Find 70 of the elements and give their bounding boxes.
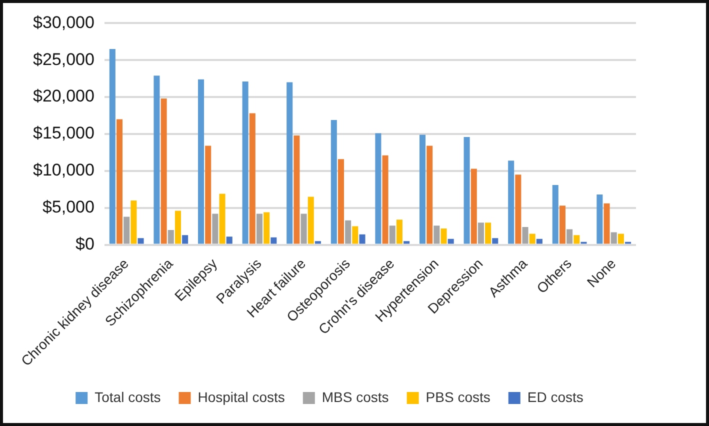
legend-label: Hospital costs [198, 388, 285, 405]
bar [529, 234, 536, 244]
bar [226, 236, 232, 244]
bar [300, 214, 307, 244]
bar [470, 168, 477, 244]
bar [464, 136, 470, 244]
bar [536, 238, 542, 244]
bar [130, 200, 137, 244]
bar [478, 222, 484, 244]
bar [345, 220, 352, 244]
bar [396, 220, 402, 244]
y-tick-label: $15,000 [33, 124, 94, 143]
bar [270, 237, 277, 244]
bar [256, 214, 262, 244]
bar [264, 212, 270, 244]
bar [574, 235, 580, 244]
bar [515, 174, 522, 244]
bar [375, 133, 382, 244]
legend-label: MBS costs [322, 388, 389, 405]
bar [205, 146, 212, 244]
bar [485, 222, 492, 244]
bar [419, 134, 426, 244]
bar [168, 230, 174, 244]
legend-label: ED costs [527, 388, 584, 405]
legend-label: PBS costs [426, 388, 490, 405]
legend-label: Total costs [94, 388, 161, 405]
bar [448, 238, 454, 244]
y-tick-label: $0 [76, 234, 94, 254]
bar [182, 235, 188, 244]
bar [124, 216, 130, 244]
bar [154, 76, 160, 244]
bar [508, 160, 514, 244]
bar [198, 79, 204, 244]
bar [219, 194, 226, 244]
y-tick-label: $20,000 [33, 86, 94, 106]
bar [426, 146, 433, 244]
bar [618, 234, 624, 244]
bar [249, 113, 256, 244]
bar [138, 238, 144, 244]
bar [352, 226, 358, 244]
bar [212, 214, 218, 244]
bar [404, 241, 410, 244]
bar [440, 228, 447, 244]
bar [382, 155, 388, 244]
bar [552, 184, 558, 244]
y-tick-label: $30,000 [33, 12, 94, 32]
y-tick-label: $10,000 [33, 160, 94, 180]
bar [559, 206, 566, 244]
bar [604, 203, 610, 244]
bar [308, 196, 314, 244]
bar [242, 82, 248, 244]
bar [294, 135, 300, 244]
bar [338, 159, 344, 244]
bar [434, 226, 440, 244]
bar [286, 82, 293, 244]
bar [492, 238, 498, 244]
bar [566, 229, 573, 244]
bar [174, 210, 181, 244]
y-tick-label: $25,000 [33, 50, 94, 69]
y-tick-label: $5,000 [42, 198, 94, 217]
bar [522, 227, 528, 244]
bar [389, 226, 396, 244]
bar [610, 232, 617, 244]
bar [109, 49, 116, 244]
bar [596, 194, 603, 244]
bar [160, 98, 167, 244]
bar [359, 234, 366, 244]
bar [314, 241, 321, 244]
bar [330, 120, 337, 244]
bar [116, 119, 123, 244]
